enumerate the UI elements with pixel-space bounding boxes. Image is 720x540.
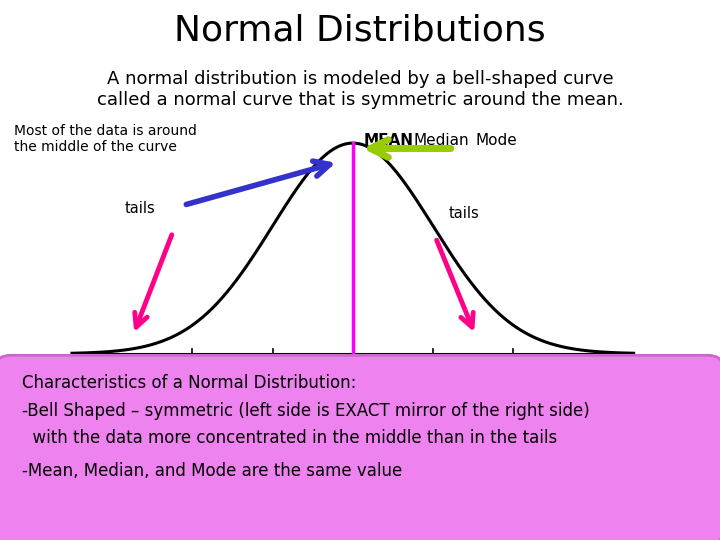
Text: A normal distribution is modeled by a bell-shaped curve: A normal distribution is modeled by a be…: [107, 70, 613, 88]
Text: MEAN: MEAN: [364, 133, 413, 148]
Text: -Mean, Median, and Mode are the same value: -Mean, Median, and Mode are the same val…: [22, 462, 402, 480]
Text: Mode: Mode: [475, 133, 517, 148]
Text: Normal Distributions: Normal Distributions: [174, 14, 546, 48]
Text: with the data more concentrated in the middle than in the tails: with the data more concentrated in the m…: [22, 429, 557, 447]
Text: tails: tails: [125, 201, 156, 216]
Text: Characteristics of a Normal Distribution:: Characteristics of a Normal Distribution…: [22, 374, 356, 391]
Text: Median: Median: [414, 133, 469, 148]
Text: tails: tails: [449, 206, 480, 221]
Text: called a normal curve that is symmetric around the mean.: called a normal curve that is symmetric …: [96, 91, 624, 109]
Text: Most of the data is around
the middle of the curve: Most of the data is around the middle of…: [14, 124, 197, 154]
FancyBboxPatch shape: [0, 355, 720, 540]
Text: -Bell Shaped – symmetric (left side is EXACT mirror of the right side): -Bell Shaped – symmetric (left side is E…: [22, 402, 590, 420]
